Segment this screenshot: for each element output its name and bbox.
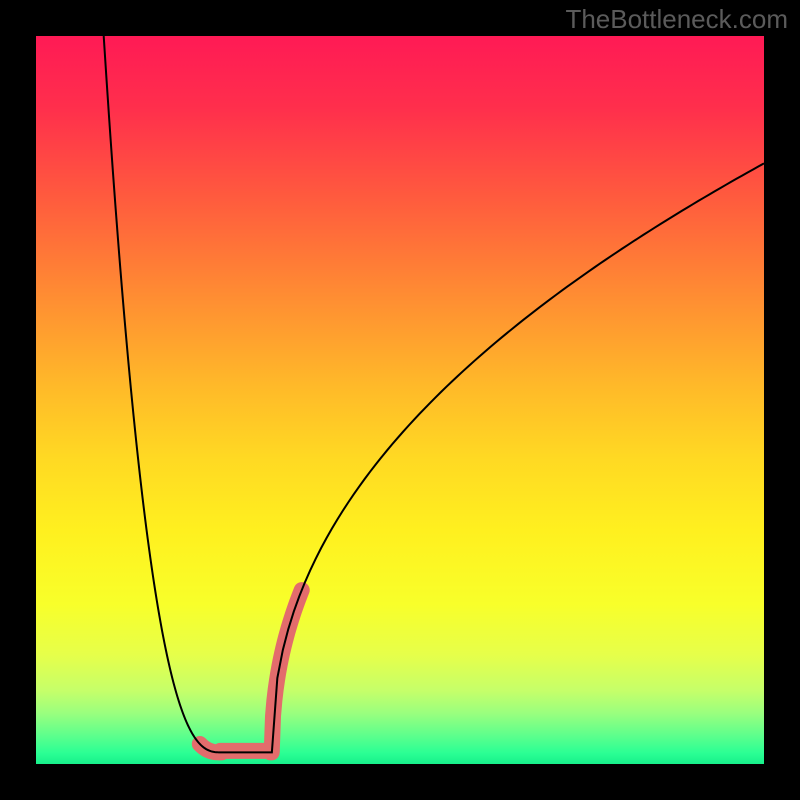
bottleneck-chart [36,36,764,764]
gradient-background [36,36,764,764]
watermark-text: TheBottleneck.com [565,4,788,35]
